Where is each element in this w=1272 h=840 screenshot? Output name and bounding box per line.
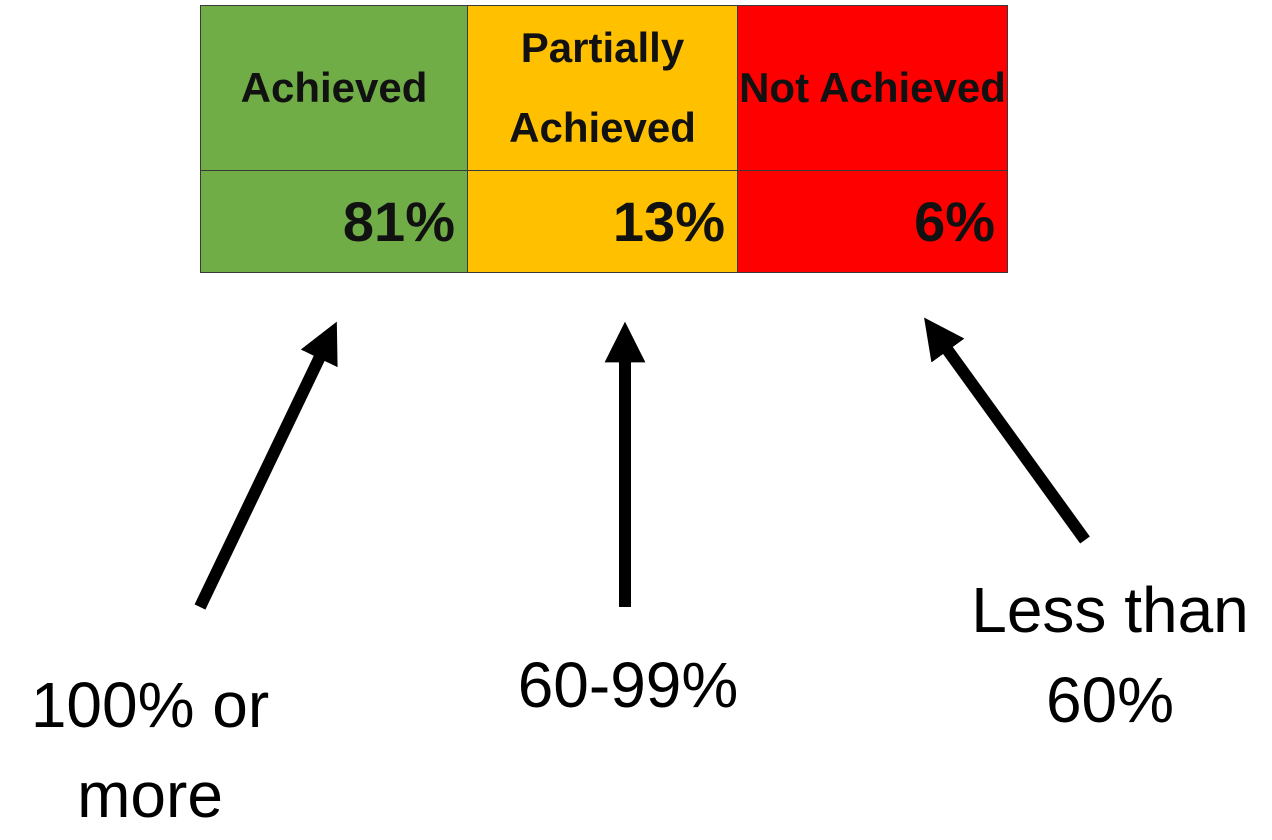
arrow (924, 317, 1090, 544)
annotation: 100% or more (30, 669, 270, 831)
arrow (194, 321, 338, 610)
header-not-achieved: Not Achieved (737, 5, 1008, 171)
annotation: 60-99% (517, 649, 739, 721)
arrows (194, 317, 1090, 610)
header-achieved: Achieved (200, 5, 468, 171)
page: {"table": {"headers": ["Achieved", "Part… (30, 5, 1249, 831)
value-partially-achieved: 13% (467, 170, 738, 273)
annotation: Less than 60% (971, 574, 1249, 736)
value-not-achieved: 6% (737, 170, 1008, 273)
value-achieved: 81% (200, 170, 468, 273)
